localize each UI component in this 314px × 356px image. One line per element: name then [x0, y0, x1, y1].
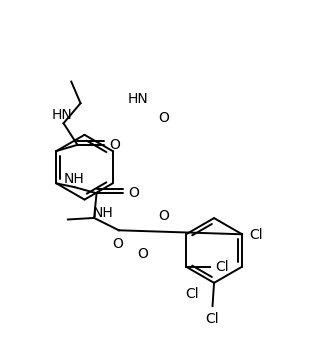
- Text: NH: NH: [63, 172, 84, 185]
- Text: O: O: [109, 138, 120, 152]
- Text: O: O: [159, 111, 170, 125]
- Text: HN: HN: [128, 92, 149, 106]
- Text: Cl: Cl: [250, 228, 263, 242]
- Text: Cl: Cl: [216, 260, 229, 274]
- Text: O: O: [112, 237, 123, 251]
- Text: O: O: [128, 186, 139, 200]
- Text: O: O: [137, 247, 148, 262]
- Text: NH: NH: [93, 206, 114, 220]
- Text: Cl: Cl: [206, 312, 219, 325]
- Text: O: O: [159, 209, 170, 223]
- Text: Cl: Cl: [185, 287, 198, 301]
- Text: HN: HN: [51, 108, 73, 122]
